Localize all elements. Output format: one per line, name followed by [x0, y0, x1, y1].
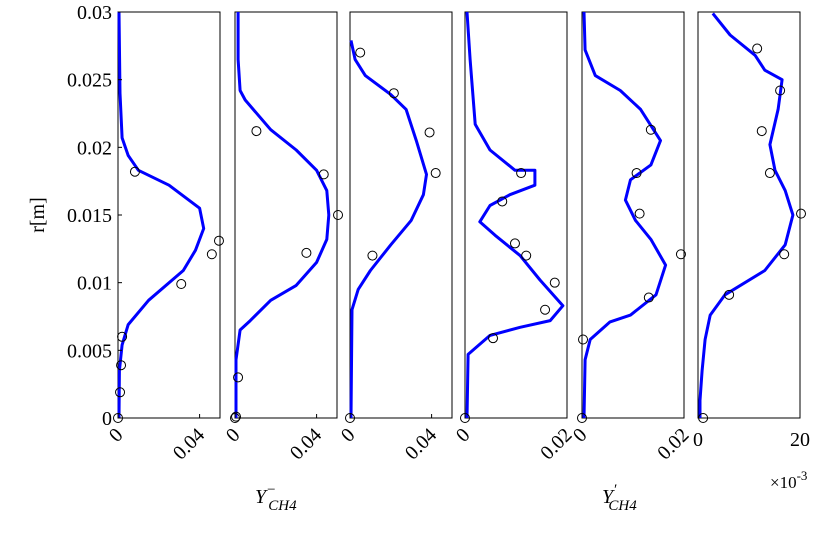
data-line [234, 12, 331, 418]
data-point [129, 166, 140, 177]
data-point [116, 360, 127, 371]
data-point [645, 124, 656, 135]
data-point [430, 168, 441, 179]
data-point [521, 250, 532, 261]
data-line [698, 12, 795, 418]
axes-frame [234, 11, 338, 419]
data-point [796, 208, 807, 219]
data-point [540, 304, 551, 315]
data-point [176, 279, 187, 290]
data-point [460, 413, 470, 423]
x-tick-label: 0 [452, 424, 475, 447]
data-line [117, 11, 206, 419]
y-tick-label: 0.005 [67, 340, 112, 362]
data-line [465, 11, 565, 419]
y-tick-label: 0.025 [67, 70, 112, 92]
x-tick-label: 0.04 [169, 424, 209, 464]
data-line [582, 11, 668, 419]
x-multiplier-base: ×10 [770, 473, 797, 492]
x-tick-label: 0 [693, 429, 703, 451]
data-point [578, 334, 589, 345]
x-multiplier: ×10-3 [770, 468, 807, 492]
data-point [724, 289, 735, 300]
y-tick-label: 0 [102, 408, 112, 430]
axes-frame [581, 11, 685, 419]
axes-frame [697, 11, 801, 419]
data-point [206, 249, 217, 260]
data-point [643, 292, 654, 303]
data-point [488, 333, 499, 344]
x-label-base: Y [602, 486, 615, 508]
data-point [333, 210, 344, 220]
data-point [509, 238, 520, 249]
data-point [756, 126, 767, 137]
x-tick-label: 0.04 [286, 424, 326, 464]
data-point [213, 235, 224, 246]
x-tick-label: 0 [337, 424, 360, 447]
x-axis-label: Y′ CH4 [602, 482, 637, 514]
data-point [115, 387, 126, 398]
x-label-subscript: CH4 [268, 498, 297, 514]
data-point [301, 247, 312, 258]
y-tick-label: 0.03 [77, 2, 112, 24]
x-tick-label: 0 [222, 424, 245, 447]
data-line [349, 40, 428, 419]
data-point [577, 413, 587, 423]
data-point [549, 277, 560, 288]
data-point [424, 127, 435, 138]
data-point [764, 168, 775, 179]
data-point [233, 372, 244, 383]
data-point [318, 169, 329, 180]
y-tick-label: 0.015 [67, 205, 112, 227]
y-tick-label: 0.01 [77, 273, 112, 295]
x-label-base: Y [255, 486, 268, 508]
axes-frame [117, 11, 221, 419]
data-point [345, 413, 355, 423]
x-label-superscript: − [266, 482, 276, 498]
x-tick-label: 0.04 [401, 424, 441, 464]
y-axis-label: r[m] [27, 197, 49, 233]
data-point [752, 43, 763, 54]
data-point [388, 88, 399, 99]
x-tick-label: 0.02 [653, 424, 693, 464]
data-point [230, 413, 240, 423]
y-tick-label: 0.02 [77, 137, 112, 159]
axes-frame [349, 11, 453, 419]
data-point [516, 168, 527, 179]
data-point [634, 208, 645, 219]
data-point [497, 196, 508, 207]
data-point [355, 47, 366, 58]
data-point [113, 413, 123, 423]
data-point [251, 126, 262, 137]
x-axis-label: Y− CH4 [255, 482, 297, 514]
x-multiplier-exponent: -3 [797, 468, 808, 483]
data-point [775, 85, 786, 96]
x-tick-label: 20 [790, 429, 810, 451]
x-label-subscript: CH4 [608, 498, 637, 514]
data-point [698, 413, 709, 423]
data-point [231, 411, 242, 422]
data-point [631, 168, 642, 179]
data-point [779, 249, 790, 260]
data-point [367, 250, 378, 261]
data-point [675, 249, 686, 260]
x-label-superscript: ′ [613, 482, 617, 498]
data-point [117, 331, 128, 342]
axes-frame [464, 11, 568, 419]
